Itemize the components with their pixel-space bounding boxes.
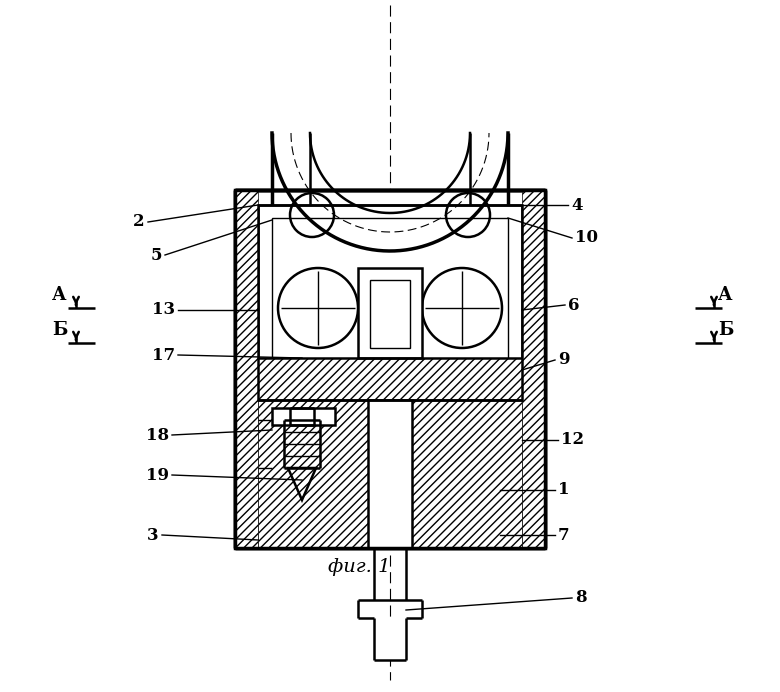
Text: 3: 3 xyxy=(147,527,159,543)
Text: 13: 13 xyxy=(152,302,175,318)
Bar xyxy=(258,400,368,548)
Text: 4: 4 xyxy=(571,197,583,214)
Bar xyxy=(368,400,412,548)
Bar xyxy=(370,280,410,348)
Bar xyxy=(235,190,545,548)
Bar xyxy=(522,190,545,548)
Text: 17: 17 xyxy=(152,347,175,363)
Bar xyxy=(374,618,406,660)
Text: 5: 5 xyxy=(151,246,162,264)
Text: 9: 9 xyxy=(558,352,569,369)
Circle shape xyxy=(422,268,502,348)
Text: 12: 12 xyxy=(561,432,584,448)
Text: 1: 1 xyxy=(558,482,569,498)
Text: 19: 19 xyxy=(146,466,169,484)
Bar xyxy=(258,358,522,400)
Bar xyxy=(272,408,335,425)
Text: 2: 2 xyxy=(133,214,145,230)
Text: А: А xyxy=(718,286,732,304)
Bar xyxy=(258,205,522,400)
Text: 7: 7 xyxy=(558,527,569,543)
Circle shape xyxy=(278,268,358,348)
Text: Б: Б xyxy=(52,321,67,339)
Bar xyxy=(258,205,522,400)
Bar xyxy=(358,268,422,358)
Text: Б: Б xyxy=(718,321,733,339)
Bar xyxy=(235,190,258,548)
Text: 6: 6 xyxy=(568,296,580,313)
Bar xyxy=(358,340,422,350)
Text: 8: 8 xyxy=(575,590,587,606)
Text: фиг. 1: фиг. 1 xyxy=(328,558,391,576)
Text: А: А xyxy=(52,286,66,304)
Bar xyxy=(412,400,522,548)
Text: 18: 18 xyxy=(146,426,169,444)
Bar xyxy=(272,218,508,380)
Text: 10: 10 xyxy=(575,230,598,246)
